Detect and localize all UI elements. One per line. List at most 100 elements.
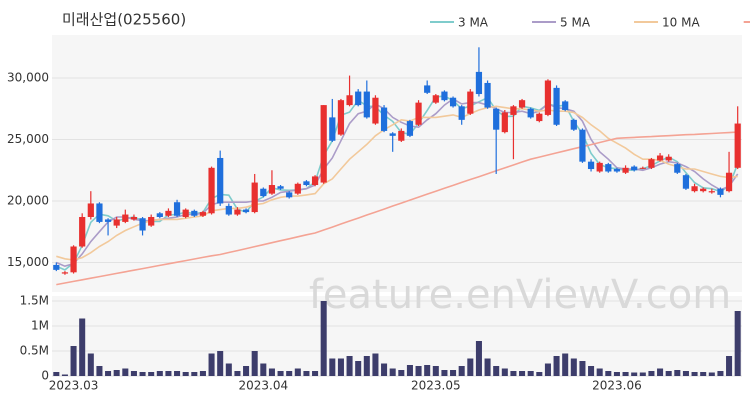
candle-body bbox=[544, 80, 552, 115]
candle-body bbox=[311, 176, 319, 186]
candle-body bbox=[605, 164, 612, 172]
candle-body bbox=[613, 169, 621, 172]
volume-bar bbox=[122, 368, 129, 376]
candle-body bbox=[674, 164, 681, 173]
volume-bar bbox=[337, 358, 344, 376]
volume-bar bbox=[303, 371, 310, 376]
candle-body bbox=[294, 183, 301, 194]
volume-tick-label: 0.5M bbox=[20, 344, 49, 358]
volume-bar bbox=[148, 372, 155, 376]
volume-bar bbox=[536, 372, 543, 376]
candle-body bbox=[596, 162, 603, 172]
candle-body bbox=[691, 186, 698, 192]
candle-body bbox=[217, 157, 224, 204]
volume-bar bbox=[234, 371, 241, 376]
volume-bar bbox=[406, 365, 413, 376]
volume-bar bbox=[260, 363, 267, 376]
candle-body bbox=[406, 121, 414, 136]
candle-body bbox=[70, 246, 77, 273]
volume-bar bbox=[372, 353, 379, 376]
candle-body bbox=[268, 185, 276, 194]
candle-body bbox=[510, 106, 517, 115]
x-tick-label: 2023.04 bbox=[239, 379, 289, 393]
volume-bar bbox=[700, 372, 707, 376]
volume-bar bbox=[199, 371, 206, 376]
volume-bar bbox=[294, 368, 301, 376]
candle-body bbox=[53, 264, 60, 270]
candle-body bbox=[277, 186, 284, 189]
volume-bar bbox=[79, 318, 86, 376]
candle-body bbox=[579, 129, 586, 162]
x-tick-label: 2023.05 bbox=[411, 379, 461, 393]
volume-bar bbox=[613, 372, 620, 376]
volume-bar bbox=[182, 372, 189, 376]
volume-tick-label: 0 bbox=[41, 369, 49, 383]
volume-bar bbox=[424, 365, 431, 376]
candle-body bbox=[337, 100, 345, 135]
y-tick-label: 20,000 bbox=[7, 194, 49, 208]
candle-body bbox=[122, 214, 129, 222]
y-tick-label: 30,000 bbox=[7, 71, 49, 85]
candle-body bbox=[251, 182, 258, 213]
volume-bar bbox=[674, 370, 681, 376]
volume-bar bbox=[588, 366, 595, 376]
volume-bar bbox=[53, 372, 60, 376]
volume-bar bbox=[217, 351, 224, 376]
volume-bar bbox=[381, 363, 388, 376]
volume-bar bbox=[605, 371, 612, 376]
candle-body bbox=[113, 219, 120, 226]
y-tick-label: 15,000 bbox=[7, 255, 49, 269]
legend-label: 3 MA bbox=[458, 16, 489, 30]
candle-body bbox=[449, 97, 457, 107]
candle-body bbox=[415, 102, 422, 125]
candle-body bbox=[286, 192, 293, 198]
candle-body bbox=[389, 133, 396, 136]
volume-bar bbox=[61, 374, 68, 376]
candle-body bbox=[432, 95, 439, 103]
candle-body bbox=[104, 219, 112, 222]
candle-body bbox=[518, 100, 526, 108]
volume-bar bbox=[527, 371, 534, 376]
volume-bar bbox=[277, 371, 284, 376]
volume-bar bbox=[312, 371, 319, 376]
legend-label: 10 MA bbox=[662, 16, 700, 30]
candle-body bbox=[355, 91, 362, 106]
candle-body bbox=[329, 117, 336, 141]
x-tick-label: 2023.06 bbox=[592, 379, 642, 393]
volume-panel bbox=[52, 296, 742, 376]
candle-body bbox=[191, 210, 198, 216]
volume-bar bbox=[225, 363, 232, 376]
volume-bar bbox=[389, 368, 396, 376]
candle-body bbox=[398, 130, 405, 141]
candle-body bbox=[700, 188, 707, 192]
candle-body bbox=[441, 91, 448, 101]
volume-bar bbox=[734, 311, 741, 376]
candle-body bbox=[656, 155, 664, 161]
legend-label: 5 MA bbox=[560, 16, 591, 30]
candle-body bbox=[458, 106, 465, 120]
candle-body bbox=[648, 159, 655, 168]
volume-bar bbox=[329, 358, 336, 376]
candle-body bbox=[725, 172, 733, 192]
candle-body bbox=[139, 218, 146, 231]
volume-bar bbox=[717, 371, 724, 376]
candle-body bbox=[639, 167, 646, 169]
candle-body bbox=[148, 216, 155, 226]
volume-bar bbox=[174, 371, 181, 376]
candle-body bbox=[199, 212, 207, 216]
volume-bar bbox=[243, 366, 250, 376]
candle-body bbox=[536, 113, 543, 122]
candle-body bbox=[242, 209, 250, 213]
candle-body bbox=[260, 188, 267, 197]
volume-bar bbox=[570, 358, 577, 376]
moving-average-line bbox=[56, 105, 738, 261]
candle-body bbox=[320, 105, 327, 183]
candle-body bbox=[587, 161, 595, 170]
volume-bar bbox=[355, 361, 362, 376]
volume-bar bbox=[458, 366, 465, 376]
volume-bar bbox=[467, 358, 474, 376]
candle-body bbox=[631, 166, 638, 171]
moving-average-line bbox=[56, 131, 738, 286]
price-panel bbox=[52, 35, 742, 292]
volume-bar bbox=[596, 368, 603, 376]
